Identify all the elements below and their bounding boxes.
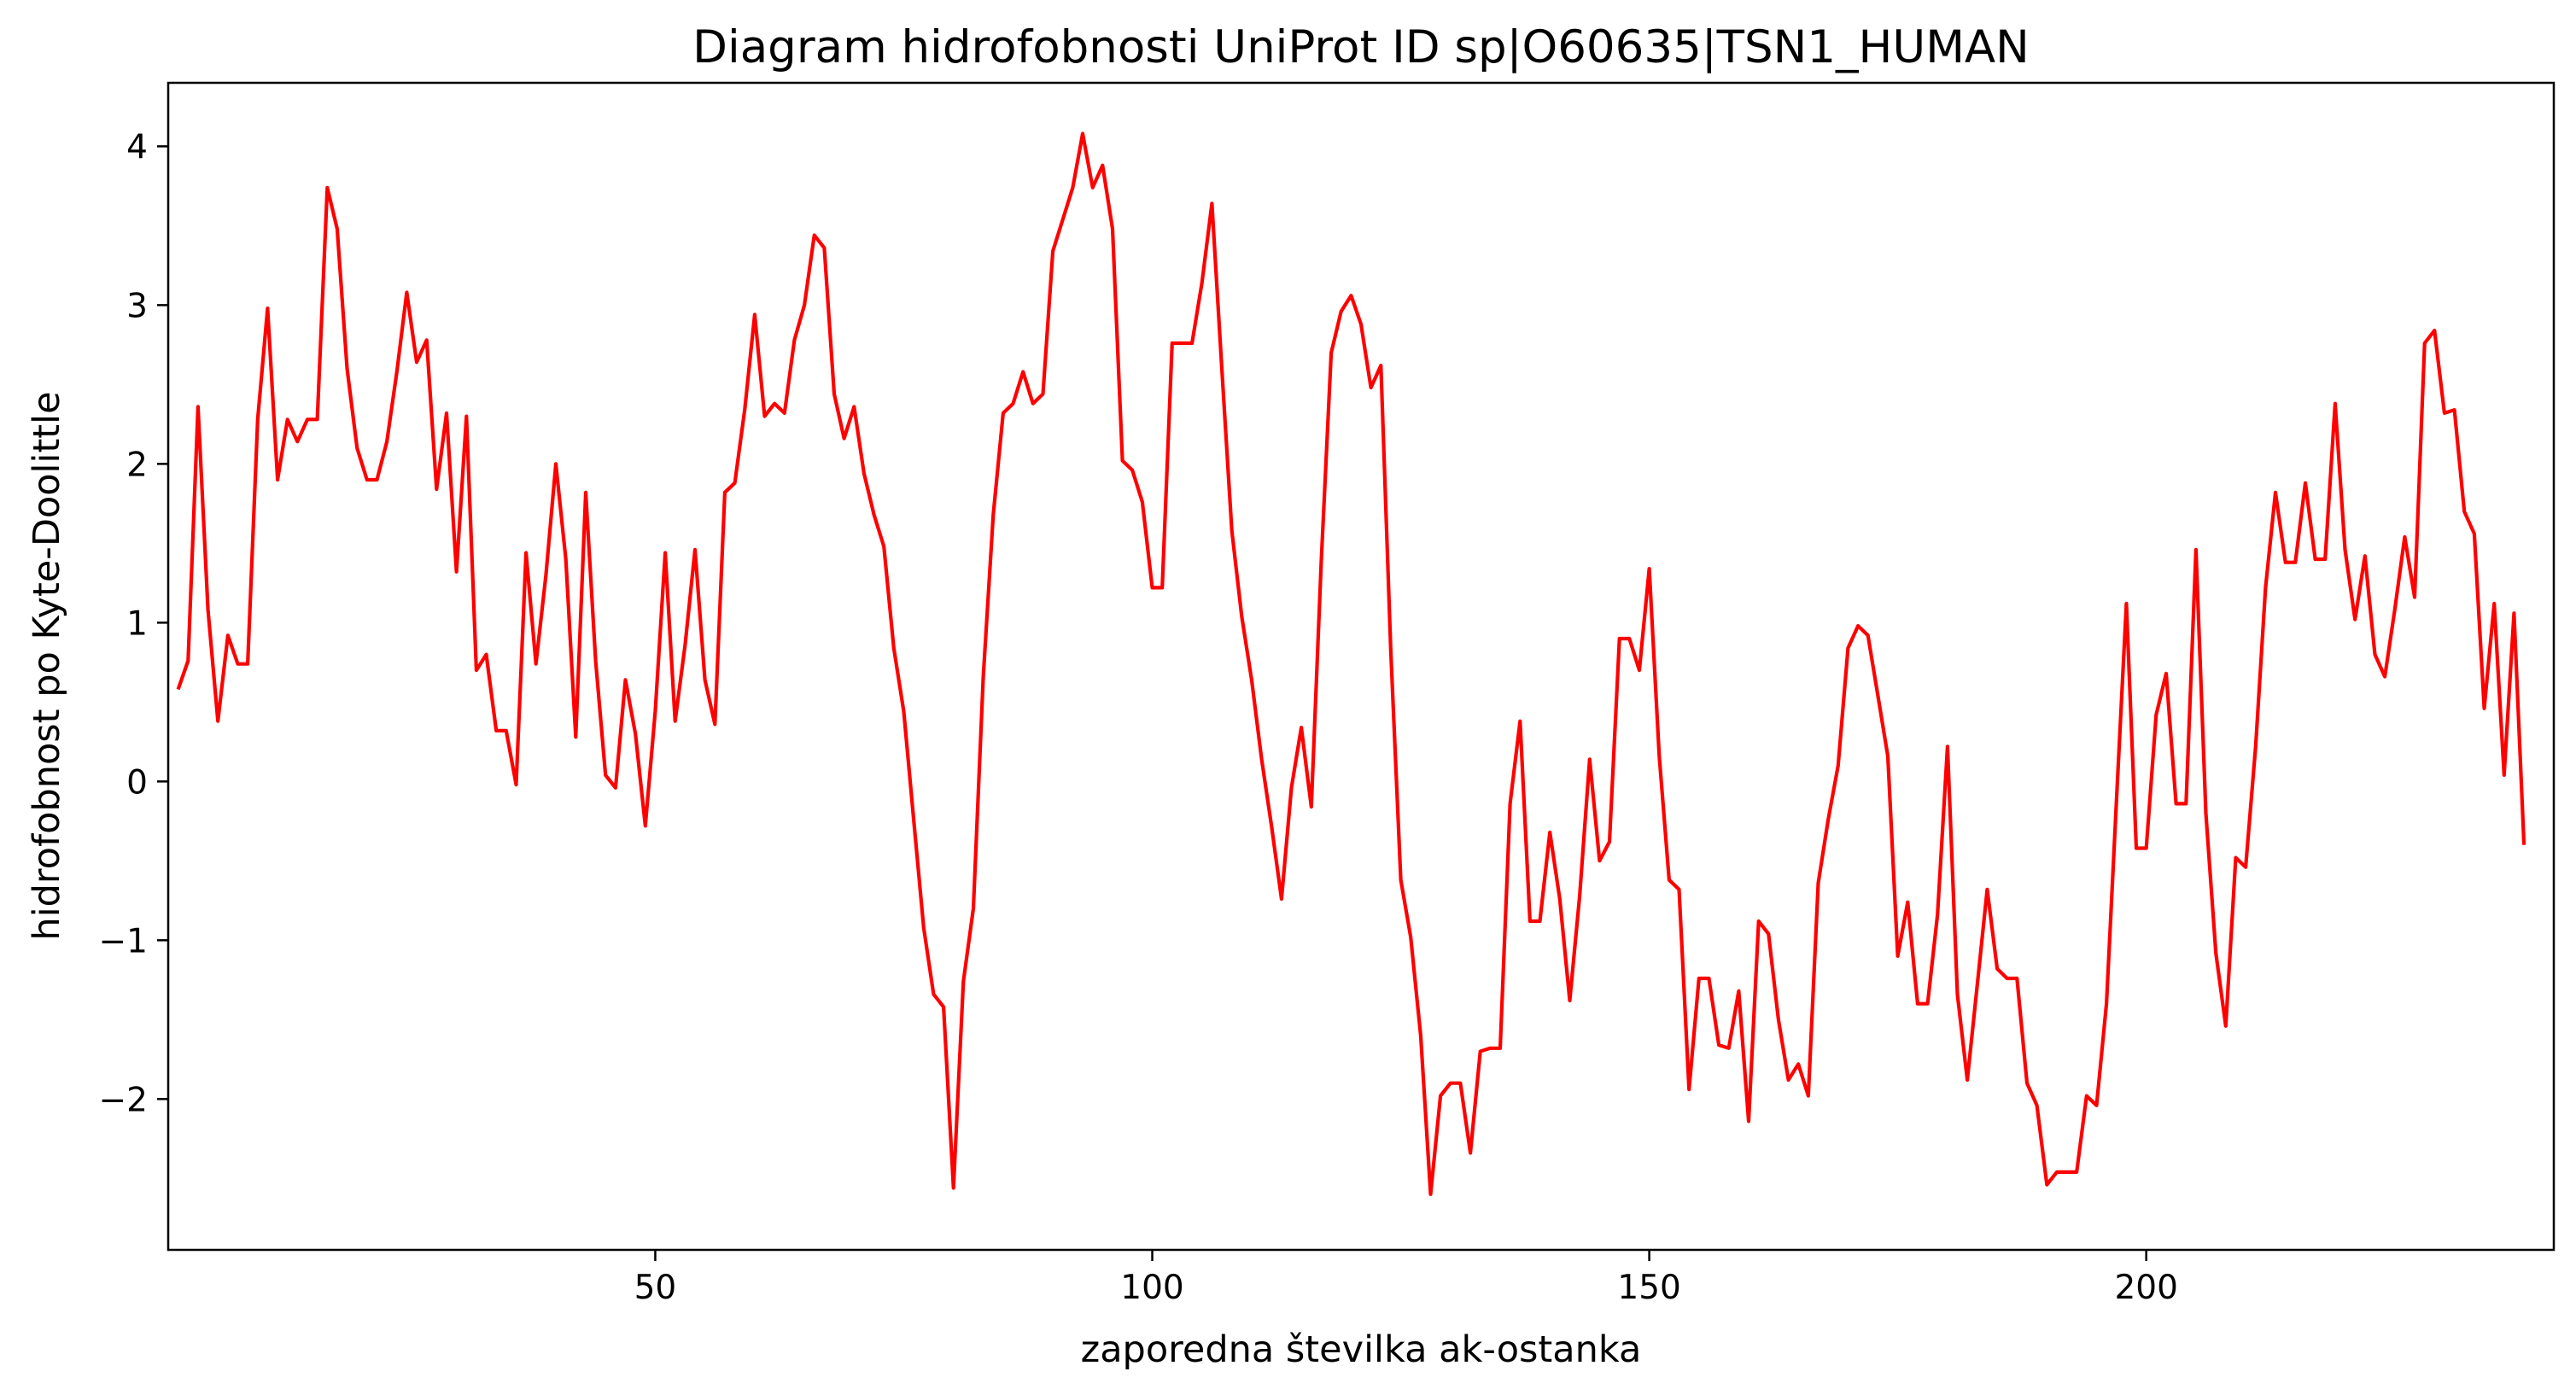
chart-title: Diagram hidrofobnosti UniProt ID sp|O606… — [692, 21, 2030, 73]
x-tick-label: 100 — [1120, 1269, 1183, 1307]
y-tick-label: −2 — [99, 1081, 149, 1119]
series-line-0 — [176, 131, 2526, 1197]
plot-frame — [166, 81, 2556, 1252]
x-tick-label: 200 — [2114, 1269, 2177, 1307]
x-tick-label: 150 — [1617, 1269, 1680, 1307]
x-axis-label: zaporedna številka ak-ostanka — [1081, 1328, 1642, 1371]
y-tick-label: 0 — [126, 763, 148, 802]
axis-ticks: 50 100 150 200 −2 −1 0 1 2 3 4 — [99, 128, 2178, 1307]
y-tick-label: 3 — [126, 287, 148, 325]
x-tick-label: 50 — [634, 1269, 677, 1307]
y-tick-label: 2 — [126, 446, 148, 484]
y-tick-label: −1 — [99, 922, 149, 960]
plot-area — [176, 131, 2526, 1197]
y-axis-label: hidrofobnost po Kyte-Doolittle — [26, 391, 68, 940]
y-tick-label: 1 — [126, 604, 148, 643]
y-tick-label: 4 — [126, 128, 148, 166]
